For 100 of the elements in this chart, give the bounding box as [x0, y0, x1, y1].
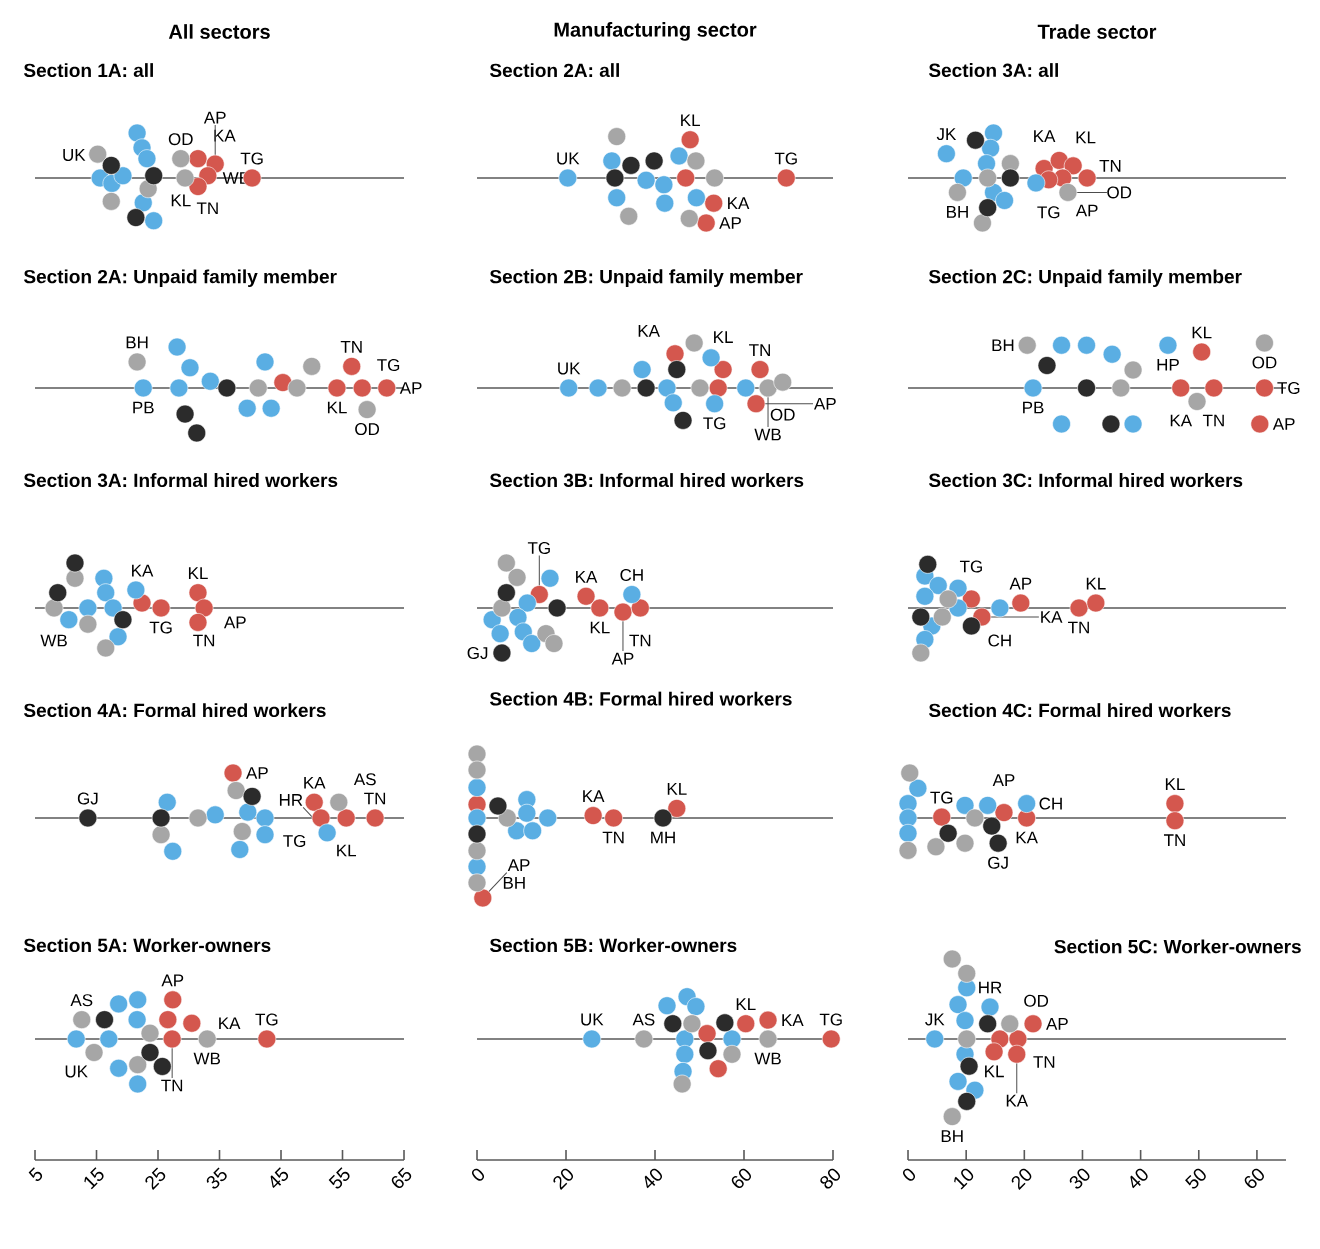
point	[467, 808, 487, 828]
annotation: AP	[399, 382, 422, 394]
point	[675, 1045, 695, 1064]
x-tick-label: 40	[1130, 1168, 1148, 1189]
annotation: OD	[168, 133, 193, 146]
point	[72, 1010, 92, 1029]
point	[682, 1014, 702, 1033]
annotation: OD	[355, 423, 380, 436]
annotation: TN	[1099, 159, 1121, 172]
point	[517, 593, 537, 613]
point	[622, 585, 642, 604]
point	[140, 1023, 160, 1043]
point	[673, 411, 693, 430]
point	[200, 371, 220, 391]
annotation: AP	[1009, 577, 1032, 590]
annotation: OD	[1252, 356, 1277, 369]
point	[336, 808, 356, 828]
point	[1165, 794, 1185, 813]
point	[948, 183, 967, 202]
point	[955, 796, 975, 815]
annotation: BH	[941, 1130, 963, 1142]
annotation: BH	[992, 339, 1014, 352]
point	[65, 553, 85, 573]
annotation: OD	[770, 408, 795, 421]
point	[497, 583, 516, 602]
point	[667, 360, 687, 379]
annotation: BH	[126, 336, 148, 349]
point	[558, 168, 578, 188]
annotation: AP	[1046, 1017, 1068, 1030]
x-tick-label: 60	[731, 1168, 752, 1189]
point	[942, 1107, 962, 1126]
point	[175, 168, 195, 188]
point	[109, 1058, 128, 1078]
point	[137, 149, 157, 168]
point	[157, 792, 177, 812]
point	[188, 613, 208, 632]
point	[705, 394, 724, 414]
point	[604, 808, 623, 828]
annotation: TG	[959, 560, 982, 573]
annotation: KL	[1165, 778, 1185, 790]
annotation: HP	[1157, 358, 1179, 371]
point	[698, 1041, 718, 1060]
point	[48, 583, 68, 602]
point	[1063, 156, 1083, 176]
annotation: PB	[1023, 401, 1044, 414]
point	[676, 168, 696, 188]
point	[665, 344, 685, 364]
annotation: AP	[719, 217, 741, 229]
point	[1069, 598, 1089, 618]
point	[965, 808, 985, 828]
point	[988, 833, 1008, 853]
annotation: WB	[193, 1052, 221, 1065]
annotation: KA	[304, 776, 326, 789]
annotation: TN	[1163, 834, 1185, 847]
annotation: KA	[132, 564, 154, 577]
annotation: KL	[337, 844, 357, 857]
point	[304, 792, 324, 812]
x-tick-label: 25	[145, 1167, 166, 1190]
point	[680, 130, 700, 150]
annotation: UK	[65, 1065, 88, 1078]
point	[978, 1014, 997, 1034]
point	[1026, 173, 1046, 193]
point	[162, 1029, 182, 1049]
point	[230, 840, 250, 859]
point	[613, 602, 633, 622]
annotation: WB	[40, 634, 67, 647]
annotation: TG	[819, 1013, 842, 1026]
x-tick-label: 10	[954, 1168, 974, 1190]
x-tick-label: 50	[1185, 1168, 1206, 1189]
point	[750, 360, 770, 379]
point	[705, 168, 724, 188]
point	[261, 398, 281, 418]
point	[158, 1010, 178, 1029]
point	[126, 208, 146, 227]
point	[953, 168, 973, 188]
point	[590, 598, 610, 618]
point	[898, 841, 918, 860]
point	[1023, 1014, 1043, 1034]
point	[467, 760, 487, 780]
point	[78, 598, 98, 618]
point	[696, 213, 716, 233]
point	[942, 949, 962, 969]
x-tick-label: 60	[1244, 1168, 1264, 1189]
annotation: KL	[171, 194, 191, 207]
point	[317, 823, 337, 843]
annotation: KL	[681, 114, 700, 127]
point	[357, 400, 377, 419]
point	[948, 1072, 968, 1091]
point	[127, 352, 147, 372]
point	[559, 378, 578, 398]
point	[938, 823, 958, 843]
point	[619, 206, 639, 226]
point	[128, 1055, 148, 1074]
point	[226, 781, 246, 800]
point	[153, 1057, 172, 1076]
point	[631, 598, 650, 618]
point	[467, 841, 487, 861]
point	[182, 1013, 202, 1033]
point	[1000, 1014, 1020, 1034]
point	[602, 151, 622, 171]
